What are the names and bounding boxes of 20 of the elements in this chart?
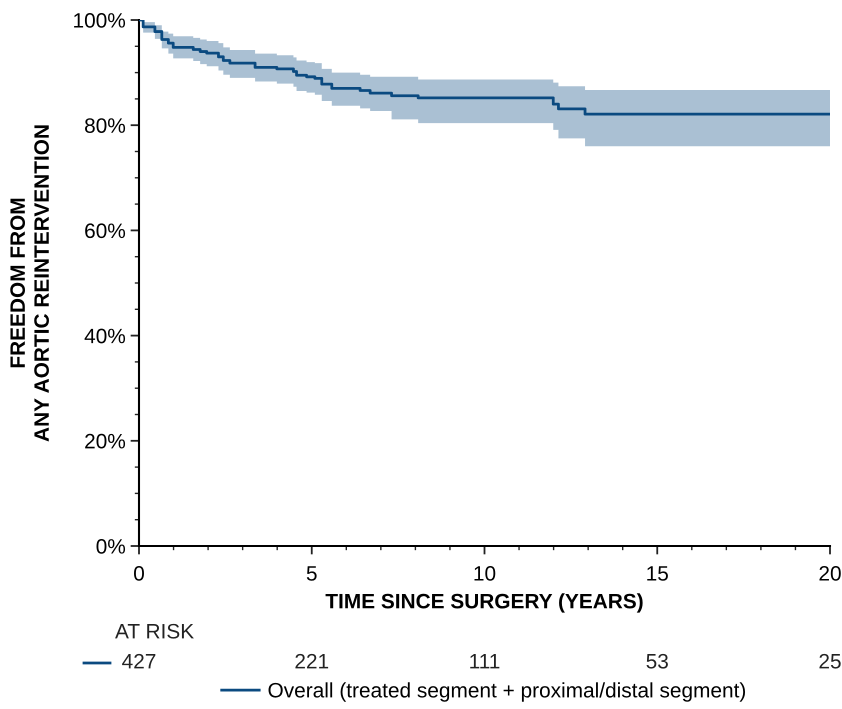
x-axis-title: TIME SINCE SURGERY (YEARS) bbox=[326, 593, 643, 613]
y-tick-label: 20% bbox=[85, 434, 126, 449]
y-tick-label: 40% bbox=[84, 328, 126, 344]
y-tick-label: 100% bbox=[74, 13, 126, 28]
text: 427 bbox=[122, 654, 156, 668]
y-axis-title: FREEDOM FROM ANY AORTIC REINTERVENTION bbox=[10, 125, 49, 442]
x-tick-label: 10 bbox=[474, 566, 496, 581]
legend-label: Overall (treated segment + proximal/distal segment) bbox=[268, 682, 746, 702]
x-tick-label: 0 bbox=[134, 566, 144, 581]
y-tick-label: 60% bbox=[85, 223, 126, 238]
y-tick-label: 80% bbox=[85, 118, 126, 133]
y-tick-label: 0% bbox=[96, 539, 126, 554]
text: 25 bbox=[819, 654, 841, 669]
text: AT RISK bbox=[115, 624, 194, 639]
text: 111 bbox=[470, 654, 500, 668]
x-tick-label: 15 bbox=[647, 566, 668, 581]
text: 53 bbox=[646, 654, 668, 669]
text: 221 bbox=[295, 654, 328, 668]
x-tick-label: 5 bbox=[306, 566, 317, 581]
x-tick-label: 20 bbox=[819, 566, 841, 581]
